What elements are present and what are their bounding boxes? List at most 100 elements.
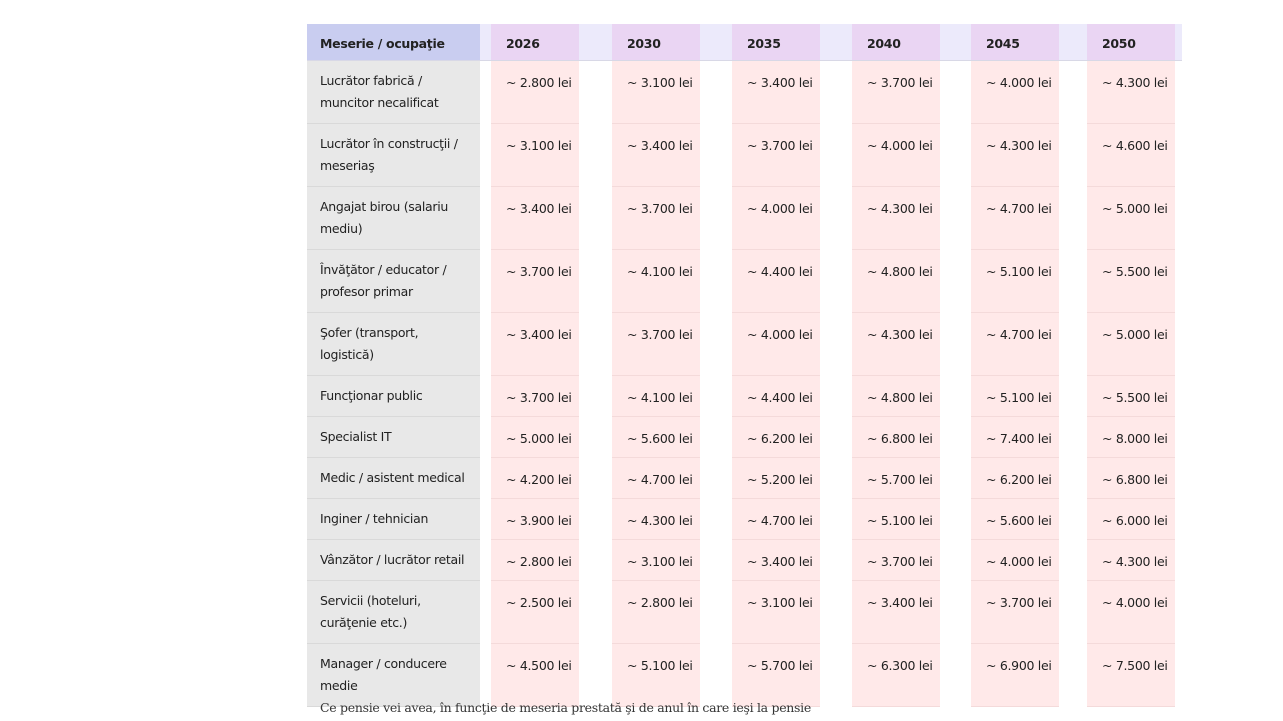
pension-cell: ~ 3.400 lei <box>612 124 700 187</box>
occupation-cell: Învăţător / educator / profesor primar <box>307 250 480 313</box>
occupation-cell: Lucrător fabrică / muncitor necalificat <box>307 61 480 124</box>
pension-cell: ~ 3.700 lei <box>612 313 700 376</box>
pension-cell: ~ 6.800 lei <box>852 417 940 458</box>
pension-cell: ~ 4.700 lei <box>612 458 700 499</box>
pension-cell: ~ 2.800 lei <box>491 540 579 581</box>
pension-cell: ~ 2.800 lei <box>491 61 579 124</box>
table-row: Lucrător fabrică / muncitor necalificat ~… <box>307 61 1182 124</box>
header-cell: Meserie / ocupaţie <box>307 24 480 60</box>
pension-cell: ~ 4.300 lei <box>852 187 940 250</box>
table-row: Vânzător / lucrător retail ~ 2.800 lei ~ 3… <box>307 540 1182 581</box>
pension-cell: ~ 6.800 lei <box>1087 458 1175 499</box>
occupation-cell: Specialist IT <box>307 417 480 458</box>
occupation-cell: Inginer / tehnician <box>307 499 480 540</box>
pension-cell: ~ 4.700 lei <box>971 313 1059 376</box>
pension-cell: ~ 4.200 lei <box>491 458 579 499</box>
table-row: Învăţător / educator / profesor primar ~ … <box>307 250 1182 313</box>
occupation-cell: Angajat birou (salariu mediu) <box>307 187 480 250</box>
pension-cell: ~ 3.400 lei <box>732 540 820 581</box>
pension-cell: ~ 4.000 lei <box>971 540 1059 581</box>
header-cell: 2045 <box>971 24 1059 60</box>
pension-cell: ~ 5.100 lei <box>971 250 1059 313</box>
pension-cell: ~ 6.200 lei <box>971 458 1059 499</box>
pension-cell: ~ 3.700 lei <box>612 187 700 250</box>
pension-cell: ~ 4.300 lei <box>852 313 940 376</box>
pension-cell: ~ 8.000 lei <box>1087 417 1175 458</box>
header-cell: 2050 <box>1087 24 1175 60</box>
occupation-cell: Servicii (hoteluri, curăţenie etc.) <box>307 581 480 644</box>
pension-cell: ~ 3.400 lei <box>491 187 579 250</box>
pension-cell: ~ 5.600 lei <box>612 417 700 458</box>
pension-cell: ~ 4.800 lei <box>852 376 940 417</box>
pension-cell: ~ 4.000 lei <box>732 313 820 376</box>
pension-cell: ~ 7.400 lei <box>971 417 1059 458</box>
pension-cell: ~ 3.100 lei <box>612 61 700 124</box>
pension-cell: ~ 4.300 lei <box>1087 61 1175 124</box>
pension-cell: ~ 3.400 lei <box>852 581 940 644</box>
pension-cell: ~ 4.700 lei <box>732 499 820 540</box>
table-row: Inginer / tehnician ~ 3.900 lei ~ 4.300 le… <box>307 499 1182 540</box>
pension-cell: ~ 2.800 lei <box>612 581 700 644</box>
pension-cell: ~ 6.300 lei <box>852 644 940 707</box>
occupation-cell: Funcţionar public <box>307 376 480 417</box>
pension-cell: ~ 5.000 lei <box>1087 313 1175 376</box>
occupation-cell: Şofer (transport, logistică) <box>307 313 480 376</box>
table-row: Şofer (transport, logistică) ~ 3.400 lei ~… <box>307 313 1182 376</box>
pension-cell: ~ 5.700 lei <box>852 458 940 499</box>
pension-cell: ~ 3.100 lei <box>612 540 700 581</box>
pension-cell: ~ 3.100 lei <box>732 581 820 644</box>
pension-cell: ~ 4.500 lei <box>491 644 579 707</box>
pension-cell: ~ 6.200 lei <box>732 417 820 458</box>
header-row: Meserie / ocupaţie 2026 2030 2035 2040 2045 20… <box>307 24 1182 61</box>
table-row: Servicii (hoteluri, curăţenie etc.) ~ 2.5… <box>307 581 1182 644</box>
pension-cell: ~ 3.700 lei <box>971 581 1059 644</box>
table-row: Angajat birou (salariu mediu) ~ 3.400 lei… <box>307 187 1182 250</box>
pension-cell: ~ 5.500 lei <box>1087 376 1175 417</box>
pension-cell: ~ 3.700 lei <box>491 250 579 313</box>
header-cell: 2040 <box>852 24 940 60</box>
pension-cell: ~ 5.100 lei <box>852 499 940 540</box>
table-row: Manager / conducere medie ~ 4.500 lei ~ 5.… <box>307 644 1182 707</box>
pension-cell: ~ 3.400 lei <box>732 61 820 124</box>
pension-cell: ~ 5.000 lei <box>1087 187 1175 250</box>
pension-cell: ~ 5.100 lei <box>971 376 1059 417</box>
pension-cell: ~ 4.000 lei <box>852 124 940 187</box>
pension-cell: ~ 4.400 lei <box>732 250 820 313</box>
pension-cell: ~ 5.200 lei <box>732 458 820 499</box>
pension-cell: ~ 6.000 lei <box>1087 499 1175 540</box>
pension-cell: ~ 3.100 lei <box>491 124 579 187</box>
pension-cell: ~ 4.000 lei <box>971 61 1059 124</box>
pension-cell: ~ 3.700 lei <box>491 376 579 417</box>
pension-cell: ~ 3.400 lei <box>491 313 579 376</box>
pension-cell: ~ 6.900 lei <box>971 644 1059 707</box>
occupation-cell: Manager / conducere medie <box>307 644 480 707</box>
pension-cell: ~ 5.100 lei <box>612 644 700 707</box>
pension-cell: ~ 4.700 lei <box>971 187 1059 250</box>
pension-cell: ~ 4.300 lei <box>612 499 700 540</box>
pension-cell: ~ 4.100 lei <box>612 250 700 313</box>
pension-cell: ~ 5.700 lei <box>732 644 820 707</box>
pension-cell: ~ 5.600 lei <box>971 499 1059 540</box>
pension-cell: ~ 5.000 lei <box>491 417 579 458</box>
pension-cell: ~ 3.700 lei <box>852 540 940 581</box>
header-cell: 2035 <box>732 24 820 60</box>
pension-cell: ~ 4.000 lei <box>1087 581 1175 644</box>
table-row: Medic / asistent medical ~ 4.200 lei ~ 4.7… <box>307 458 1182 499</box>
caption: Ce pensie vei avea, în funcţie de meseri… <box>320 700 811 715</box>
pension-table: Meserie / ocupaţie 2026 2030 2035 2040 2045 20… <box>307 24 1182 707</box>
pension-cell: ~ 3.900 lei <box>491 499 579 540</box>
pension-cell: ~ 2.500 lei <box>491 581 579 644</box>
pension-cell: ~ 4.800 lei <box>852 250 940 313</box>
pension-cell: ~ 4.400 lei <box>732 376 820 417</box>
pension-cell: ~ 3.700 lei <box>852 61 940 124</box>
occupation-cell: Vânzător / lucrător retail <box>307 540 480 581</box>
header-cell: 2026 <box>491 24 579 60</box>
table-row: Lucrător în construcţii / meseriaş ~ 3.10… <box>307 124 1182 187</box>
pension-cell: ~ 7.500 lei <box>1087 644 1175 707</box>
occupation-cell: Medic / asistent medical <box>307 458 480 499</box>
pension-cell: ~ 4.300 lei <box>1087 540 1175 581</box>
pension-cell: ~ 3.700 lei <box>732 124 820 187</box>
occupation-cell: Lucrător în construcţii / meseriaş <box>307 124 480 187</box>
pension-cell: ~ 5.500 lei <box>1087 250 1175 313</box>
